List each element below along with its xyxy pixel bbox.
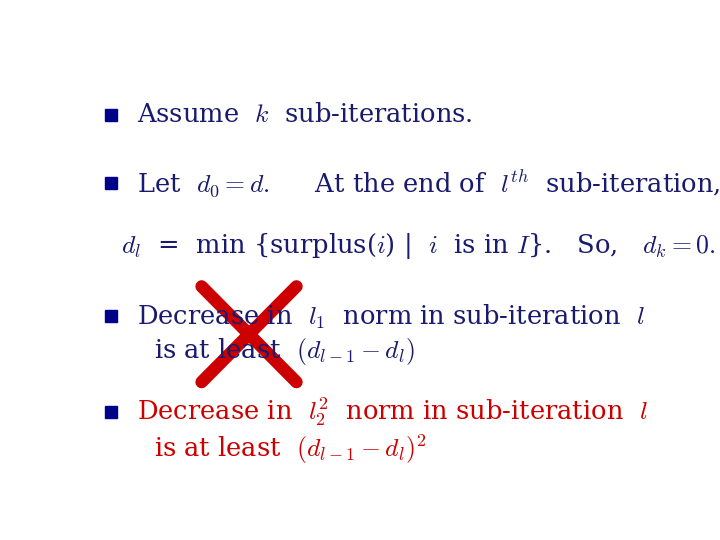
- Text: Decrease in  $l_2^2$  norm in sub-iteration  $l$: Decrease in $l_2^2$ norm in sub-iteratio…: [138, 395, 648, 428]
- Text: is at least  $(d_{l-1} - d_l)$: is at least $(d_{l-1} - d_l)$: [154, 336, 415, 367]
- Text: Let  $d_0 = d.$     At the end of  $l^{th}$  sub-iteration,: Let $d_0 = d.$ At the end of $l^{th}$ su…: [138, 168, 720, 199]
- Text: Assume  $k$  sub-iterations.: Assume $k$ sub-iterations.: [138, 102, 473, 127]
- Text: $d_l$  =  min {surplus($i$) |  $i$  is in $I$}.   So,   $d_k = 0.$: $d_l$ = min {surplus($i$) | $i$ is in $I…: [121, 231, 715, 261]
- Text: Decrease in  $l_1$  norm in sub-iteration  $l$: Decrease in $l_1$ norm in sub-iteration …: [138, 302, 645, 330]
- Text: is at least  $(d_{l-1} - d_l)^2$: is at least $(d_{l-1} - d_l)^2$: [154, 433, 427, 466]
